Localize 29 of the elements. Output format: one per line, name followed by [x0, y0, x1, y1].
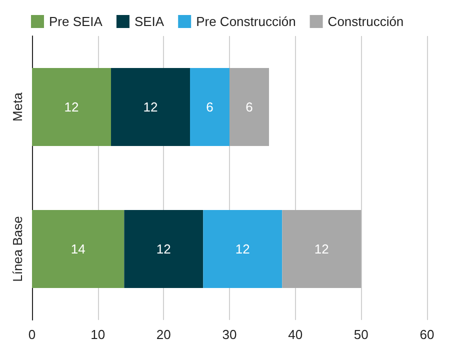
- bar: [203, 210, 282, 288]
- legend-label: Pre Construcción: [196, 14, 296, 29]
- bar: [124, 210, 204, 288]
- bar: [190, 68, 230, 146]
- data-label: 6: [206, 100, 214, 114]
- y-tick-label: Línea Base: [10, 216, 25, 282]
- bar: [230, 68, 269, 146]
- x-tick-label: 40: [288, 327, 303, 342]
- y-tick-label: Meta: [10, 92, 25, 122]
- bar: [32, 68, 111, 146]
- legend-label: SEIA: [134, 14, 164, 29]
- x-tick-label: 20: [156, 327, 171, 342]
- x-tick-label: 60: [420, 327, 434, 342]
- x-tick-label: 30: [222, 327, 237, 342]
- x-tick-label: 50: [354, 327, 368, 342]
- data-label: 12: [143, 100, 158, 114]
- data-label: 12: [64, 100, 79, 114]
- data-label: 12: [235, 242, 250, 256]
- data-label: 14: [70, 242, 86, 256]
- bar: [111, 68, 190, 146]
- legend-label: Construcción: [328, 14, 404, 29]
- bar: [282, 210, 362, 288]
- legend-label: Pre SEIA: [49, 14, 103, 29]
- x-tick-label: 0: [28, 327, 36, 342]
- data-label: 6: [246, 100, 253, 114]
- bar: [32, 210, 124, 288]
- data-label: 12: [156, 242, 171, 256]
- x-tick-label: 10: [90, 327, 106, 342]
- data-label: 12: [314, 242, 329, 256]
